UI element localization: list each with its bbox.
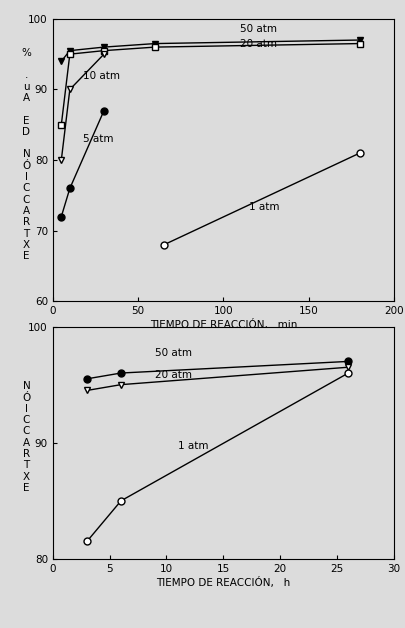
Text: 20 atm: 20 atm (240, 39, 277, 49)
Text: A: A (23, 206, 30, 216)
X-axis label: TIEMPO DE REACCIÓN,   h: TIEMPO DE REACCIÓN, h (156, 577, 290, 588)
Text: R: R (23, 217, 30, 227)
Text: I: I (25, 404, 28, 414)
Text: C: C (23, 426, 30, 436)
Text: I: I (25, 172, 28, 182)
Text: E: E (23, 251, 30, 261)
Text: .: . (25, 70, 28, 80)
Text: C: C (23, 195, 30, 205)
Text: X: X (23, 240, 30, 250)
Text: A: A (23, 438, 30, 448)
Text: %: % (21, 48, 31, 58)
Text: 5 atm: 5 atm (83, 134, 114, 144)
Text: D: D (22, 127, 30, 137)
Text: N: N (22, 149, 30, 160)
Text: T: T (23, 460, 30, 470)
Text: X: X (23, 472, 30, 482)
Text: E: E (23, 483, 30, 493)
Text: N: N (22, 381, 30, 391)
Text: A: A (23, 93, 30, 103)
Text: 1 atm: 1 atm (177, 441, 208, 450)
Text: 50 atm: 50 atm (155, 348, 192, 357)
Text: E: E (23, 116, 30, 126)
Text: T: T (23, 229, 30, 239)
Text: C: C (23, 183, 30, 193)
Text: Ó: Ó (22, 161, 30, 171)
Text: 50 atm: 50 atm (240, 24, 277, 33)
Text: 10 atm: 10 atm (83, 71, 120, 81)
Text: R: R (23, 449, 30, 459)
Text: Ó: Ó (22, 392, 30, 403)
Text: 1 atm: 1 atm (248, 202, 279, 212)
X-axis label: TIEMPO DE REACCIÓN,   min: TIEMPO DE REACCIÓN, min (149, 319, 296, 330)
Text: C: C (23, 415, 30, 425)
Text: u: u (23, 82, 30, 92)
Text: 20 atm: 20 atm (155, 370, 192, 380)
